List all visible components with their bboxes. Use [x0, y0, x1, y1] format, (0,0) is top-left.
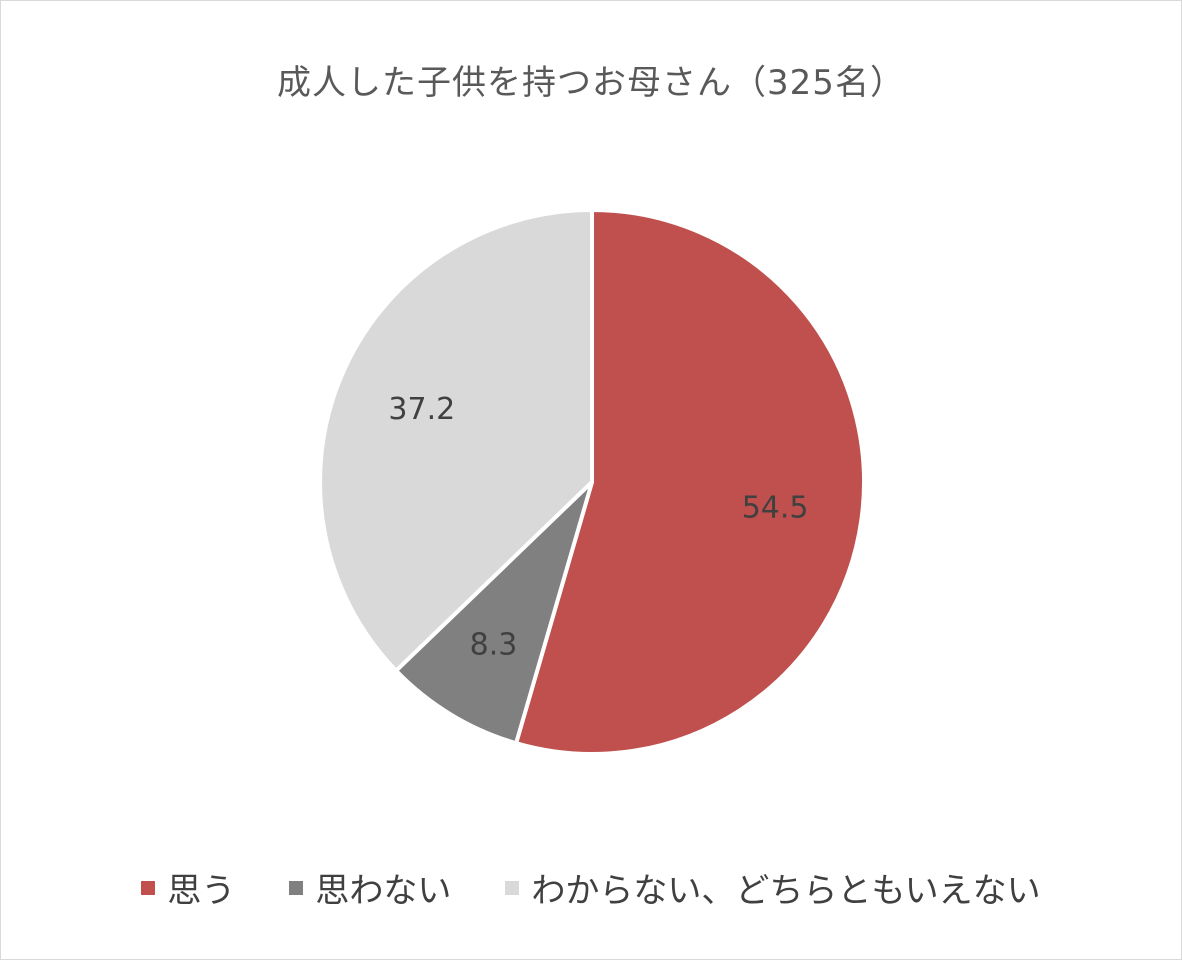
- legend-swatch-omowanai: [289, 880, 304, 895]
- legend-swatch-omou: [141, 880, 156, 895]
- legend-item-omou: 思う: [141, 863, 235, 912]
- legend-item-omowanai: 思わない: [289, 863, 451, 912]
- legend-label-wakaranai: わからない、どちらともいえない: [531, 871, 1041, 911]
- chart-legend: 思う 思わない わからない、どちらともいえない: [1, 863, 1181, 912]
- chart-title: 成人した子供を持つお母さん（325名）: [277, 63, 905, 103]
- legend-label-omowanai: 思わない: [315, 871, 452, 911]
- data-label-omowanai: 8.3: [470, 627, 518, 662]
- pie-slice-omowanai: [394, 480, 594, 746]
- data-label-wakaranai: 37.2: [388, 392, 455, 427]
- legend-swatch-wakaranai: [505, 880, 520, 895]
- legend-label-omou: 思う: [167, 871, 236, 911]
- pie-slice-omou: [514, 208, 866, 756]
- pie-slice-wakaranai: [318, 208, 594, 673]
- legend-item-wakaranai: わからない、どちらともいえない: [505, 863, 1041, 912]
- data-label-omou: 54.5: [742, 491, 809, 526]
